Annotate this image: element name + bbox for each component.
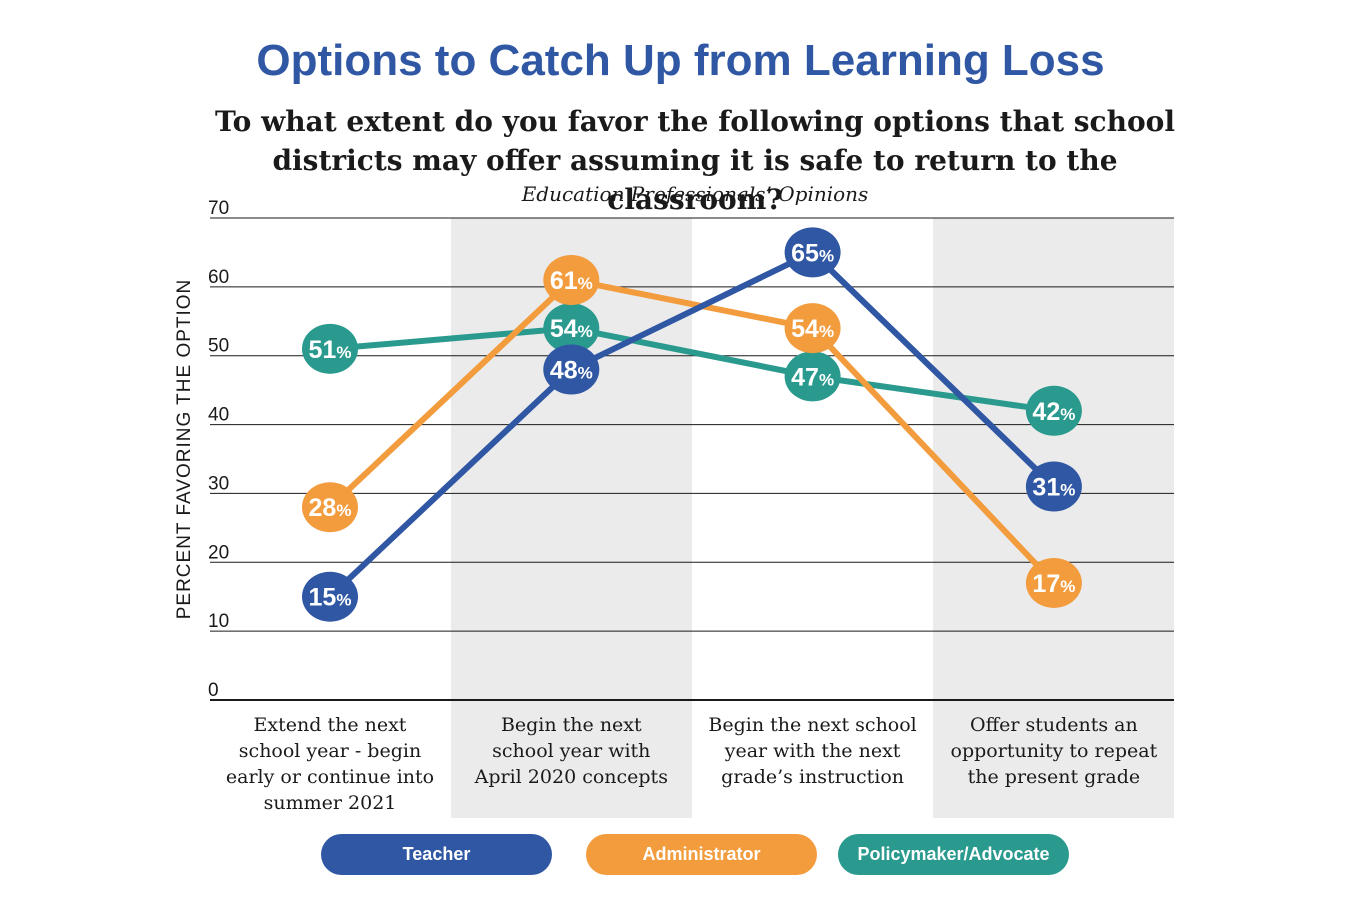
y-axis-label: PERCENT FAVORING THE OPTION [174,279,195,620]
data-point-policymaker-1: 51% [302,323,358,374]
data-label: 42% [1032,398,1075,426]
data-marker [784,351,841,402]
data-marker [1025,557,1082,608]
data-label: 47% [791,363,834,391]
data-point-policymaker-2: 54% [543,303,600,354]
data-marker [302,571,358,622]
data-marker [543,303,600,354]
data-marker [302,482,358,533]
data-points: 51% 54% 47% 42% 28% 61% 54% 17% 15% 48% 65% 31% [302,227,1082,622]
data-marker [1025,385,1082,436]
y-tick-label: 50 [208,336,229,357]
data-label: 15% [309,584,352,612]
data-point-teacher-2: 48% [543,344,600,395]
data-label: 28% [309,494,352,522]
data-marker [302,323,358,374]
y-tick-label: 20 [208,542,229,563]
data-point-policymaker-4: 42% [1025,385,1082,436]
y-tick-label: 40 [208,405,229,426]
x-axis-categories: Extend the next school year - begin early … [226,714,1158,814]
legend-teacher[interactable]: Teacher [321,834,552,875]
data-marker [784,227,841,278]
y-tick-label: 70 [208,198,229,219]
data-marker [543,254,600,305]
data-marker [1025,461,1082,512]
y-tick-label: 30 [208,473,229,494]
y-axis-ticks: 0 10 20 30 40 50 60 70 [208,198,229,701]
data-point-teacher-1: 15% [302,571,358,622]
data-label: 54% [550,315,593,343]
y-tick-label: 0 [208,680,219,701]
legend-administrator[interactable]: Administrator [586,834,817,875]
chart-title: Options to Catch Up from Learning Loss [256,36,1105,85]
data-label: 17% [1032,570,1075,598]
x-category-label-1: Extend the next school year - begin early … [226,714,434,814]
data-point-administrator-1: 28% [302,482,358,533]
data-label: 31% [1032,474,1075,502]
data-label: 61% [550,267,593,295]
chart-caption: Education Professionals’ Opinions [521,182,869,206]
data-label: 51% [309,336,352,364]
x-category-label-4: Offer students an opportunity to repeat th… [951,714,1158,788]
y-tick-label: 60 [208,267,229,288]
series-line-teacher [327,249,1057,600]
data-marker [784,303,841,354]
series-line-policymaker [327,325,1057,414]
series-line-administrator [327,276,1057,586]
data-point-administrator-3: 54% [784,303,841,354]
data-point-teacher-4: 31% [1025,461,1082,512]
series-lines [327,249,1057,600]
data-point-administrator-2: 61% [543,254,600,305]
data-marker [543,344,600,395]
x-category-label-3: Begin the next school year with the next g… [708,714,916,788]
data-label: 48% [550,356,593,384]
data-point-teacher-3: 65% [784,227,841,278]
x-category-label-2: Begin the next school year with April 2020… [474,714,668,788]
data-label: 65% [791,239,834,267]
y-tick-label: 10 [208,611,229,632]
data-label: 54% [791,315,834,343]
legend-policymaker-advocate[interactable]: Policymaker/Advocate [838,834,1069,875]
category-band-4 [933,218,1174,818]
data-point-administrator-4: 17% [1025,557,1082,608]
chart-subtitle: To what extent do you favor the followin… [215,105,1175,216]
data-point-policymaker-3: 47% [784,351,841,402]
